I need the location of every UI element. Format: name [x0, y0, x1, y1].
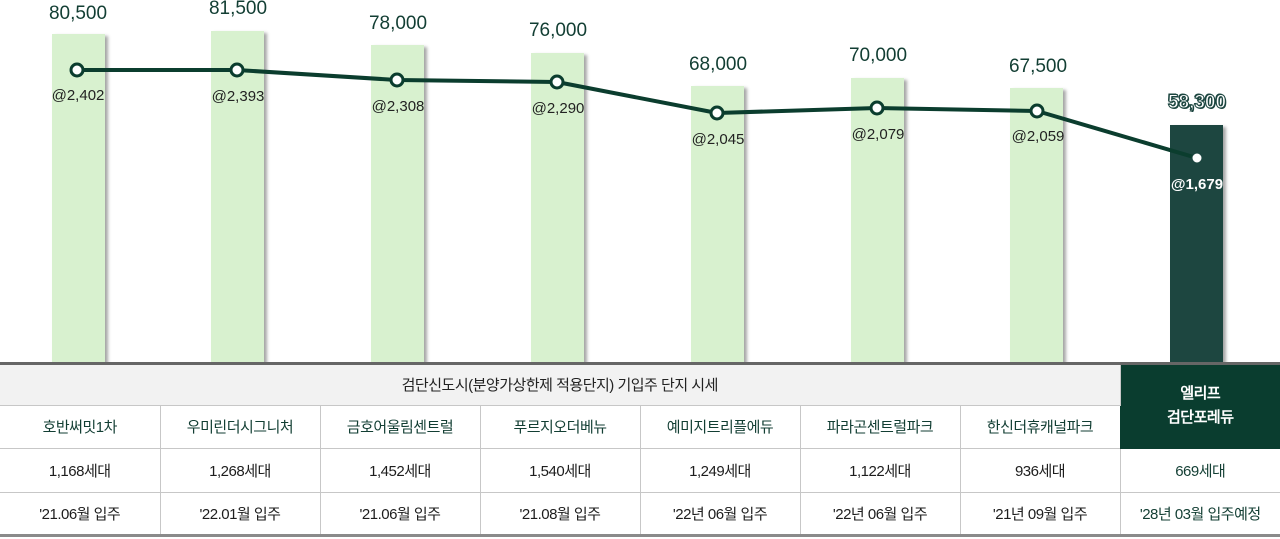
- move-in-date: '21.08월 입주: [479, 491, 641, 537]
- bar-line-chart: 80,500 81,500 78,000 76,000 68,000 70,00…: [0, 0, 1280, 365]
- table-title-row: 검단신도시(분양가상한제 적용단지) 기입주 단지 시세 엘리프 검단포레듀: [0, 365, 1280, 449]
- table-row-households: 1,168세대 1,268세대 1,452세대 1,540세대 1,249세대 …: [0, 447, 1280, 493]
- bar-3: [531, 53, 584, 363]
- move-in-date: '22년 06월 입주: [639, 491, 801, 537]
- highlight-complex-name: 엘리프 검단포레듀: [1119, 365, 1280, 449]
- complex-name: 예미지트리플에듀: [639, 404, 801, 449]
- highlight-name-line2: 검단포레듀: [1167, 409, 1234, 427]
- bar-5: [851, 78, 904, 363]
- move-in-date: '22.01월 입주: [159, 491, 321, 537]
- point-value-label: @2,059: [1011, 128, 1065, 145]
- point-value-label-highlight: @1,679: [1170, 176, 1224, 193]
- household-count: 936세대: [959, 447, 1121, 493]
- bar-value-label: 80,500: [48, 3, 108, 24]
- bar-value-label: 70,000: [848, 45, 908, 66]
- bar-2: [371, 45, 424, 363]
- household-count: 1,122세대: [799, 447, 961, 493]
- highlight-name-line1: 엘리프: [1180, 385, 1221, 403]
- move-in-date: '21.06월 입주: [0, 491, 161, 537]
- comparison-table: 검단신도시(분양가상한제 적용단지) 기입주 단지 시세 엘리프 검단포레듀 호…: [0, 365, 1280, 537]
- point-value-label: @2,402: [51, 87, 105, 104]
- move-in-date: '21년 09월 입주: [959, 491, 1121, 537]
- complex-name: 푸르지오더베뉴: [479, 404, 641, 449]
- bar-value-label: 67,500: [1008, 56, 1068, 77]
- household-count: 1,249세대: [639, 447, 801, 493]
- bar-value-label: 68,000: [688, 54, 748, 75]
- move-in-date-highlight: '28년 03월 입주예정: [1119, 491, 1280, 537]
- point-value-label: @2,079: [851, 126, 905, 143]
- table-row-move-in: '21.06월 입주 '22.01월 입주 '21.06월 입주 '21.08월…: [0, 491, 1280, 537]
- point-value-label: @2,393: [211, 88, 265, 105]
- bar-highlight: [1170, 125, 1223, 363]
- complex-name: 금호어울림센트럴: [319, 404, 481, 449]
- bar-value-label: 81,500: [208, 0, 268, 19]
- household-count: 1,452세대: [319, 447, 481, 493]
- table-title: 검단신도시(분양가상한제 적용단지) 기입주 단지 시세: [0, 365, 1121, 406]
- point-value-label: @2,308: [371, 98, 425, 115]
- bar-4: [691, 86, 744, 363]
- complex-name: 호반써밋1차: [0, 404, 161, 449]
- complex-name: 우미린더시그니처: [159, 404, 321, 449]
- complex-name: 한신더휴캐널파크: [959, 404, 1121, 449]
- bar-value-label: 76,000: [528, 20, 588, 41]
- complex-name: 파라곤센트럴파크: [799, 404, 961, 449]
- line-markers: [69, 62, 1203, 164]
- household-count-highlight: 669세대: [1119, 447, 1280, 493]
- bar-0: [52, 34, 105, 363]
- household-count: 1,540세대: [479, 447, 641, 493]
- move-in-date: '22년 06월 입주: [799, 491, 961, 537]
- point-value-label: @2,045: [691, 131, 745, 148]
- bar-value-label: 78,000: [368, 13, 428, 34]
- household-count: 1,268세대: [159, 447, 321, 493]
- bar-1: [211, 31, 264, 363]
- bar-6: [1010, 88, 1063, 363]
- household-count: 1,168세대: [0, 447, 161, 493]
- table-row-names: 호반써밋1차 우미린더시그니처 금호어울림센트럴 푸르지오더베뉴 예미지트리플에…: [0, 404, 1280, 449]
- move-in-date: '21.06월 입주: [319, 491, 481, 537]
- price-per-unit-line: [69, 62, 1203, 164]
- bar-value-label-highlight: 58,300: [1167, 92, 1227, 114]
- x-axis-line: [0, 362, 1280, 365]
- point-value-label: @2,290: [531, 100, 585, 117]
